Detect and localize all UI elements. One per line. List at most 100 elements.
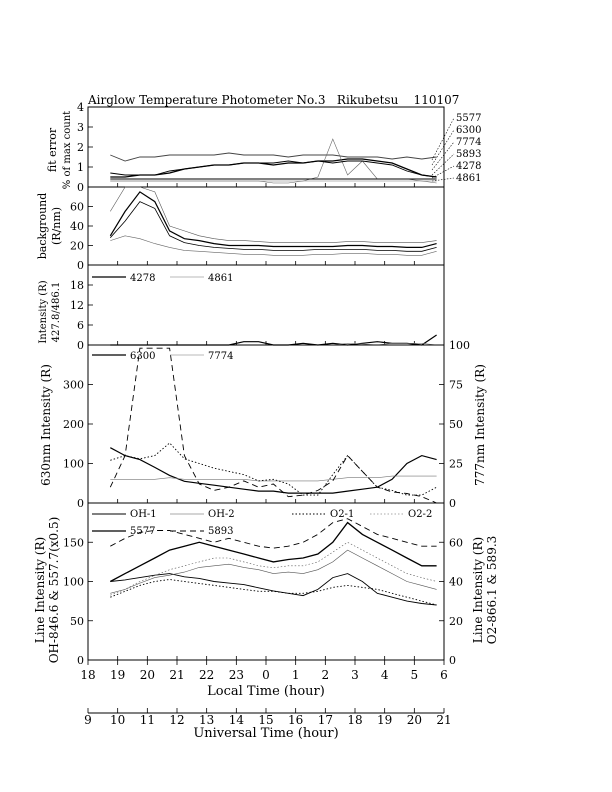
background-series <box>109 186 437 256</box>
fit-error-ylabel-2: % of max count <box>62 111 73 189</box>
universal-time-ticks: 9 10 11 12 13 14 15 16 17 18 19 20 21 <box>84 708 452 727</box>
red-ticks: 0 100 200 300 0 25 50 75 100 <box>63 339 470 510</box>
lines-ylabel-left-2: OH-846.6 & 557.7(x0.5) <box>47 517 61 664</box>
local-time-tick-label: 4 <box>381 668 389 682</box>
series-4278 <box>110 334 437 346</box>
panel-blue-intensity: Intensity (R) 427.8/486.1 0 6 12 18 4278 48… <box>38 264 445 352</box>
local-time-axis: 18 19 20 21 22 23 0 1 2 3 4 5 6 Local Time (hour) <box>80 660 448 699</box>
legend-label-7774: 7774 <box>208 351 233 362</box>
y-tick-label: 6 <box>77 319 84 332</box>
legend-label-oh-2: OH-2 <box>208 509 235 520</box>
ut-tick-label: 9 <box>84 713 92 727</box>
y-tick-label-right: 40 <box>449 576 463 589</box>
lines-ylabel-right-2: O2-866.1 & 589.3 <box>485 536 499 645</box>
local-time-tick-label: 23 <box>229 668 244 682</box>
legend-label-6300: 6300 <box>130 351 155 362</box>
legend-label-5893: 5893 <box>208 526 233 537</box>
y-tick-label-right: 25 <box>449 458 463 471</box>
y-tick-label: 300 <box>63 379 84 392</box>
y-tick-label: 0 <box>77 339 84 352</box>
panel-line-intensity: Line Intensity (R) OH-846.6 & 557.7(x0.5… <box>33 502 499 667</box>
y-tick-label: 4 <box>77 101 84 114</box>
y-tick-label: 20 <box>70 240 84 253</box>
lines-legend: OH-1 OH-2 O2-1 O2-2 5577 5893 <box>92 509 432 537</box>
series-5893 <box>109 347 437 504</box>
universal-time-axis: 9 10 11 12 13 14 15 16 17 18 19 20 21 Universal Time… <box>84 708 452 741</box>
red-legend: 6300 7774 <box>92 351 233 362</box>
ut-tick-label: 15 <box>258 713 273 727</box>
series-oh-2 <box>110 549 437 594</box>
y-tick-label: 1 <box>77 161 84 174</box>
y-tick-label: 12 <box>70 299 84 312</box>
ut-tick-label: 16 <box>288 713 303 727</box>
series-6300 <box>110 447 437 494</box>
local-time-tick-label: 19 <box>110 668 125 682</box>
y-tick-label: 40 <box>70 220 84 233</box>
legend-label-o2-2: O2-2 <box>408 509 432 520</box>
ut-tick-label: 18 <box>347 713 362 727</box>
fit-error-side-labels: 5577 6300 7774 5893 4278 4861 <box>431 113 481 184</box>
local-time-tick-label: 5 <box>411 668 419 682</box>
y-tick-label-right: 60 <box>449 536 463 549</box>
local-time-tick-label: 0 <box>262 668 270 682</box>
y-tick-label-right: 0 <box>449 497 456 510</box>
local-time-tick-label: 3 <box>351 668 359 682</box>
y-tick-label: 0 <box>77 497 84 510</box>
series-oh-1 <box>110 573 437 606</box>
series-5577 <box>110 442 437 496</box>
y-tick-label: 150 <box>63 536 84 549</box>
y-tick-label: 200 <box>63 418 84 431</box>
series-7774 <box>110 138 437 184</box>
y-tick-label-right: 100 <box>449 339 470 352</box>
local-time-tick-label: 22 <box>199 668 214 682</box>
lines-ylabel-right-1: Line Intensity (R) <box>471 537 485 643</box>
y-tick-label: 2 <box>77 141 84 154</box>
background-ylabel-1: background <box>36 193 49 260</box>
legend-label-4278: 4278 <box>130 273 155 284</box>
legend-label-oh-1: OH-1 <box>130 509 157 520</box>
y-tick-label-right: 75 <box>449 379 463 392</box>
lines-ylabel-left-1: Line Intensity (R) <box>33 537 47 643</box>
legend-label-4861: 4861 <box>208 273 233 284</box>
ut-tick-label: 19 <box>377 713 392 727</box>
panel-background-frame <box>87 186 445 266</box>
series-o2-1 <box>110 579 437 606</box>
side-label-7774: 7774 <box>456 137 481 148</box>
side-label-5577: 5577 <box>456 113 481 124</box>
red-ylabel-left: 630nm Intensity (R) <box>39 364 53 486</box>
blue-legend: 4278 4861 <box>92 273 233 284</box>
y-tick-label: 3 <box>77 121 84 134</box>
ut-tick-label: 21 <box>436 713 451 727</box>
red-series <box>109 347 437 504</box>
blue-ticks: 0 6 12 18 <box>70 279 445 352</box>
y-tick-label: 50 <box>70 615 84 628</box>
lines-ticks: 0 50 100 150 0 20 40 60 <box>63 536 463 667</box>
y-tick-label: 100 <box>63 458 84 471</box>
figure-title: Airglow Temperature Photometer No.3 Riku… <box>87 93 459 107</box>
local-time-ticks: 18 19 20 21 22 23 0 1 2 3 4 5 6 <box>80 660 448 682</box>
local-time-tick-label: 6 <box>440 668 448 682</box>
ut-tick-label: 17 <box>318 713 333 727</box>
series-s3 <box>110 201 437 252</box>
side-label-5893: 5893 <box>456 149 481 160</box>
ut-tick-label: 10 <box>110 713 125 727</box>
panel-background: background (R/nm) 0 20 40 60 <box>36 186 445 272</box>
ut-tick-label: 13 <box>199 713 214 727</box>
local-time-label: Local Time (hour) <box>207 684 325 699</box>
lines-series <box>109 518 437 606</box>
series-5577 <box>110 158 437 178</box>
series-5577 <box>109 521 437 583</box>
side-label-6300: 6300 <box>456 125 481 136</box>
local-time-tick-label: 20 <box>140 668 155 682</box>
y-tick-label: 18 <box>70 279 84 292</box>
legend-label-o2-1: O2-1 <box>330 509 354 520</box>
series-s1 <box>110 186 437 243</box>
series-o2-2 <box>110 541 437 596</box>
ut-label: Universal Time (hour) <box>193 726 338 741</box>
y-tick-label-right: 50 <box>449 418 463 431</box>
y-tick-label: 0 <box>77 654 84 667</box>
blue-series <box>110 334 437 346</box>
y-tick-label: 0 <box>77 259 84 272</box>
ut-tick-label: 11 <box>140 713 155 727</box>
